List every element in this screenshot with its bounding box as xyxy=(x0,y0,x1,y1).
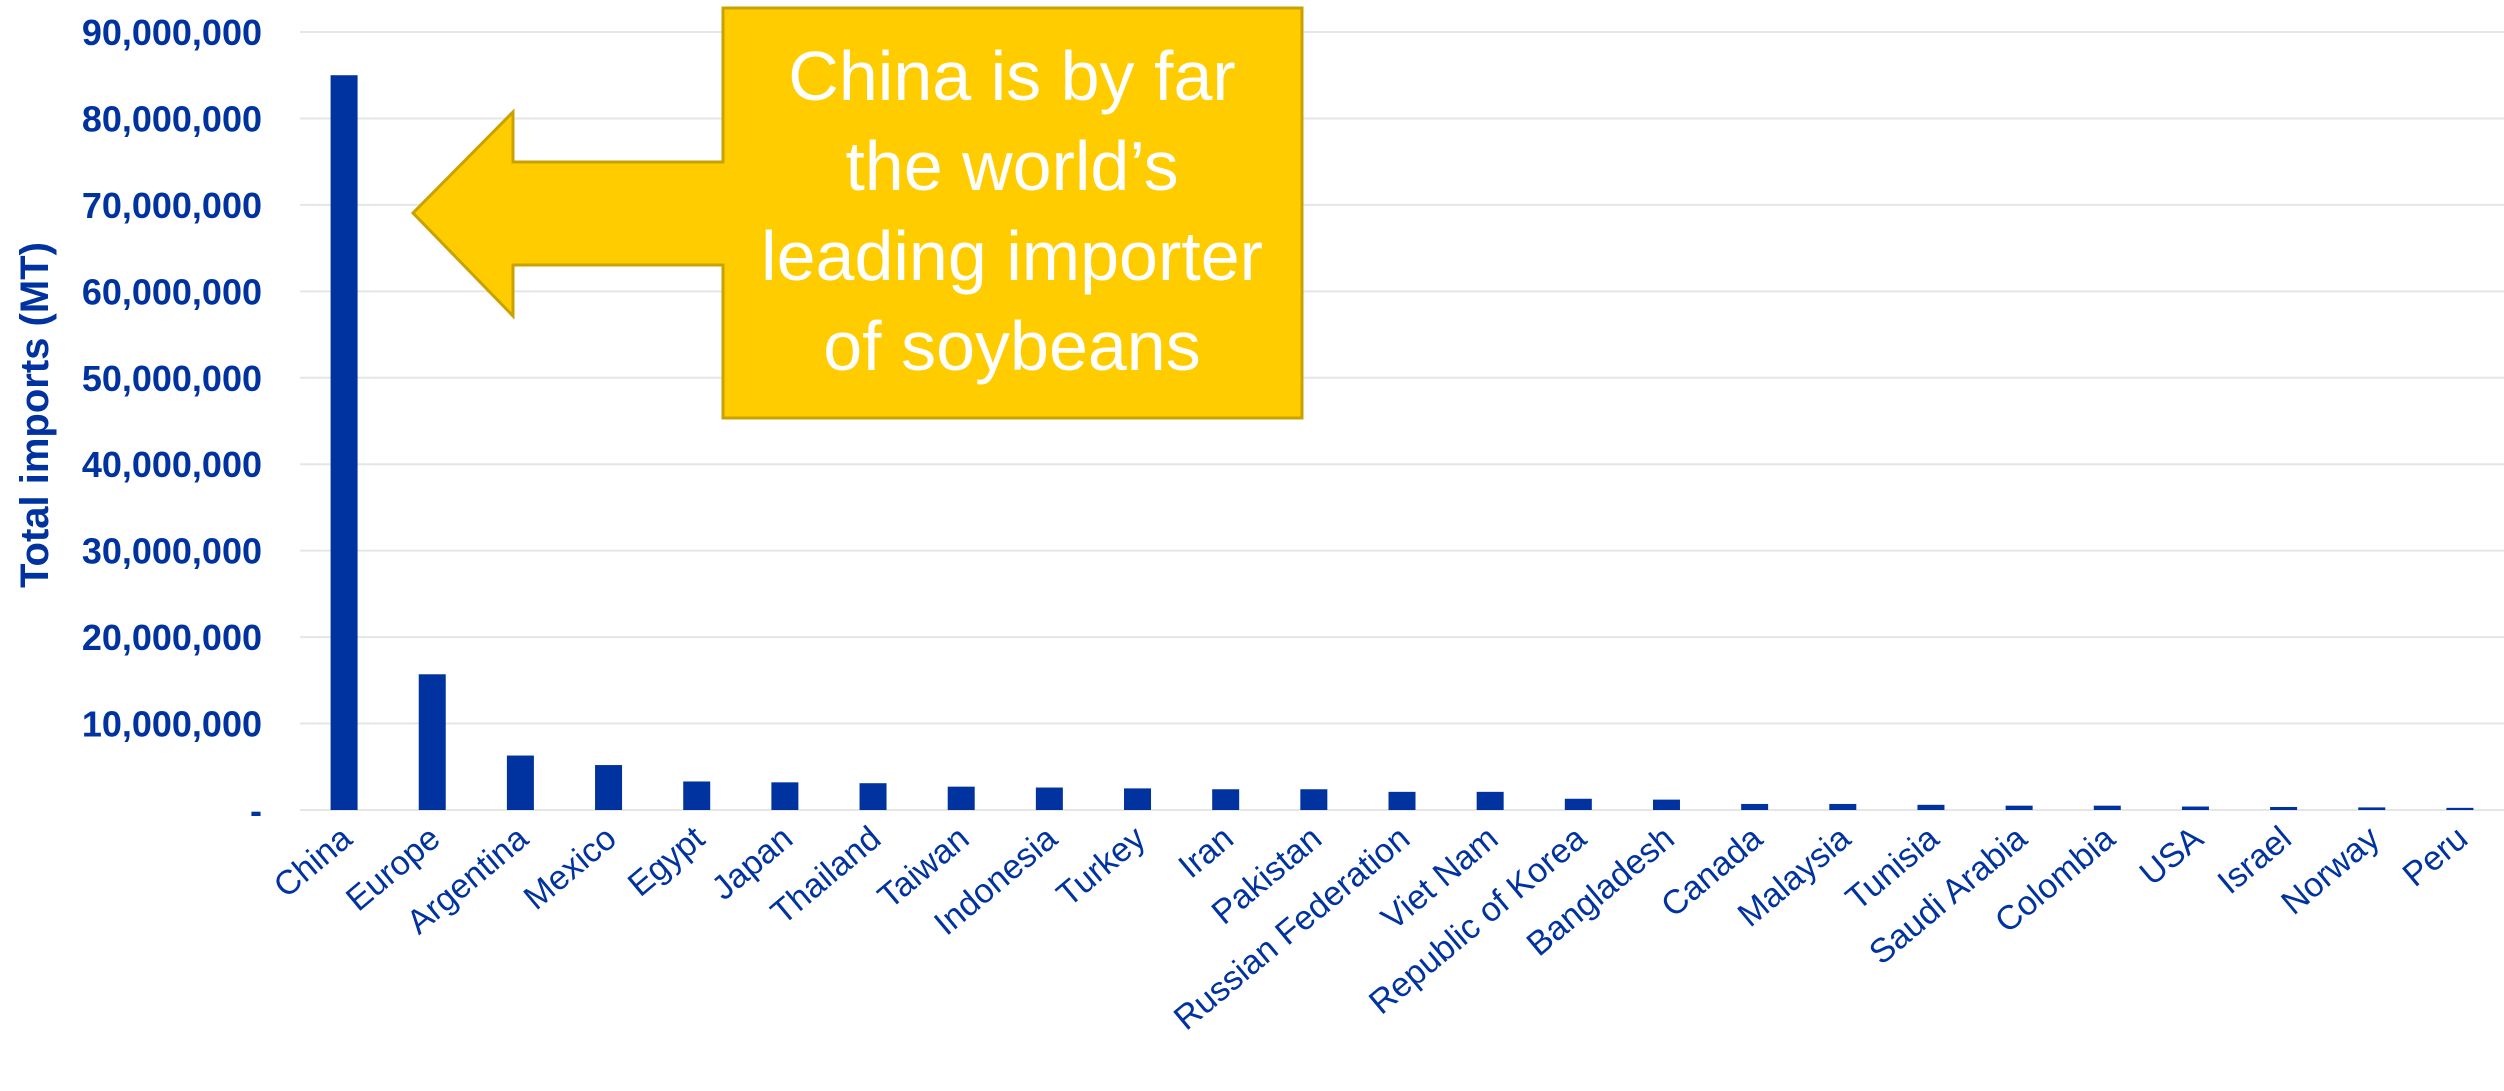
y-axis-title: Total imports (MT) xyxy=(13,242,57,588)
x-tick-label: Mexico xyxy=(517,819,624,917)
x-tick-label: Peru xyxy=(2396,819,2475,894)
bar-saudi-arabia xyxy=(2005,805,2033,810)
y-tick-label: 20,000,000 xyxy=(82,617,262,658)
y-tick-label: 50,000,000 xyxy=(82,358,262,399)
gridlines xyxy=(300,31,2504,811)
callout-text-line: of soybeans xyxy=(823,307,1200,385)
callout-arrow-box xyxy=(410,6,1304,420)
bar-russian-federation xyxy=(1388,791,1416,810)
y-tick-label: 60,000,000 xyxy=(82,271,262,312)
bars xyxy=(330,75,2474,810)
bar-egypt xyxy=(683,781,711,810)
bar-viet-nam xyxy=(1476,791,1504,810)
bar-norway xyxy=(2358,807,2386,810)
bar-indonesia xyxy=(1035,787,1063,810)
callout-text-line: China is by far xyxy=(788,37,1235,115)
y-tick-label: 80,000,000 xyxy=(82,98,262,139)
bar-usa xyxy=(2181,806,2209,810)
callout-annotation: China is by far the world’s leading import… xyxy=(410,6,1304,420)
bar-tunisia xyxy=(1917,804,1945,810)
bar-israel xyxy=(2270,806,2298,810)
x-tick-label: Iran xyxy=(1172,819,1241,886)
bar-mexico xyxy=(595,765,623,810)
bar-peru xyxy=(2446,807,2474,810)
bar-iran xyxy=(1212,789,1240,810)
x-axis-labels: ChinaEuropeArgentinaMexicoEgyptJapanThai… xyxy=(267,819,2475,1038)
y-tick-label: 10,000,000 xyxy=(82,704,262,745)
y-tick-label: 30,000,000 xyxy=(82,531,262,572)
bar-argentina xyxy=(506,755,534,810)
callout-text-line: the world’s xyxy=(845,127,1178,205)
bar-thailand xyxy=(859,783,887,810)
y-tick-label: 90,000,000 xyxy=(82,12,262,53)
y-tick-label: - xyxy=(250,790,262,831)
bar-japan xyxy=(771,782,799,810)
x-tick-label: USA xyxy=(2133,819,2211,893)
x-tick-label: Norway xyxy=(2274,819,2387,922)
callout-text: China is by far the world’s leading import… xyxy=(761,37,1263,385)
bar-turkey xyxy=(1124,788,1152,810)
y-tick-label: 70,000,000 xyxy=(82,185,262,226)
x-tick-label: Egypt xyxy=(621,819,712,904)
y-tick-label: 40,000,000 xyxy=(82,444,262,485)
bar-europe xyxy=(418,674,446,810)
bar-taiwan xyxy=(947,786,975,810)
bar-malaysia xyxy=(1829,803,1857,810)
bar-china xyxy=(330,75,358,810)
bar-colombia xyxy=(2093,805,2121,810)
bar-bangladesh xyxy=(1652,799,1680,810)
callout-text-line: leading importer xyxy=(761,217,1263,295)
x-tick-label: Turkey xyxy=(1050,819,1153,914)
bar-canada xyxy=(1741,803,1769,810)
y-axis-ticks: - 10,000,000 20,000,000 30,000,000 40,000,00… xyxy=(82,12,262,831)
bar-pakistan xyxy=(1300,789,1328,810)
bar-republic-of-korea xyxy=(1564,798,1592,810)
